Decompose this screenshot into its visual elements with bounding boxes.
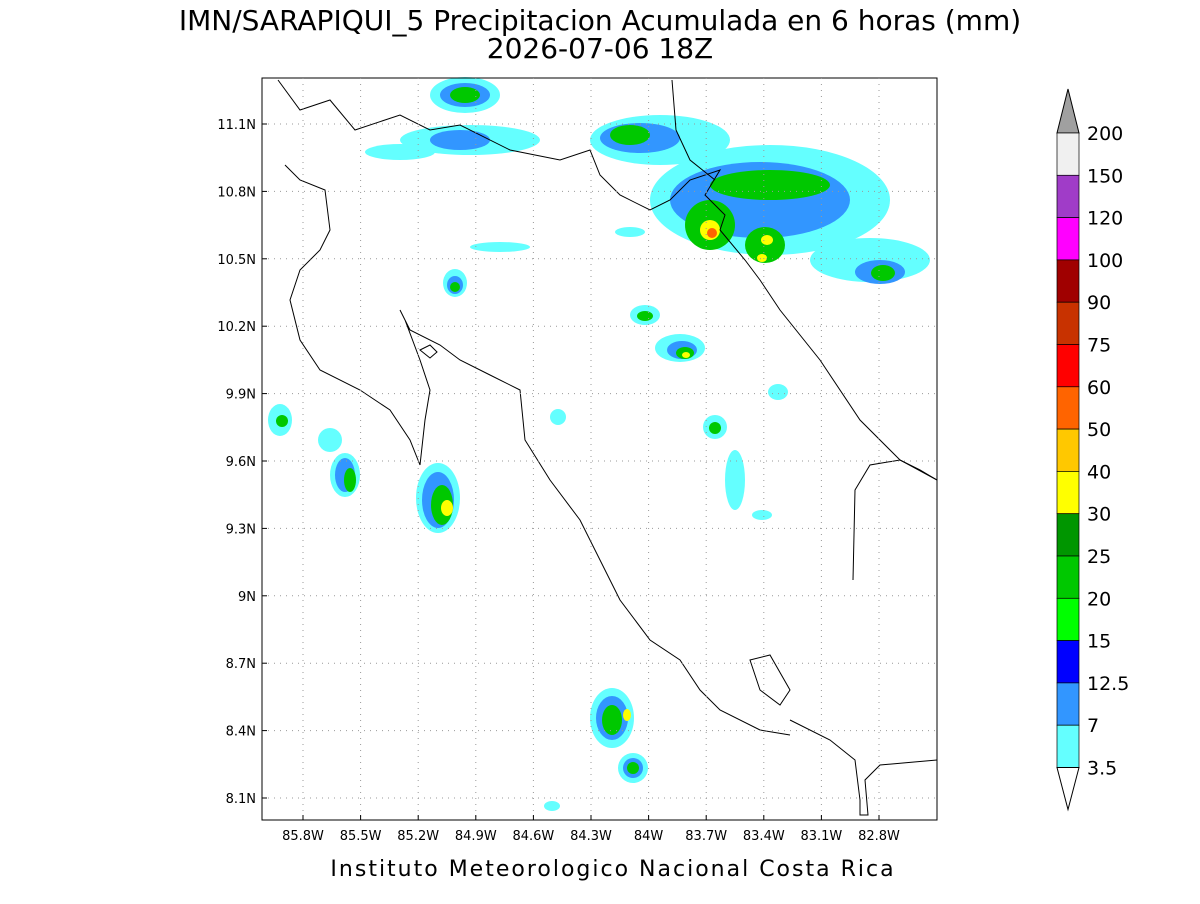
colorbar-box xyxy=(1056,344,1080,388)
colorbar-box xyxy=(1056,682,1080,726)
lat-label: 9N xyxy=(238,590,256,605)
colorbar-box xyxy=(1056,724,1080,768)
colorbar-label: 120 xyxy=(1087,208,1123,230)
colorbar-label: 50 xyxy=(1087,419,1111,441)
lon-label: 83.7W xyxy=(685,829,727,844)
colorbar-label: 15 xyxy=(1087,631,1111,653)
colorbar-label: 7 xyxy=(1087,715,1099,737)
colorbar-box xyxy=(1056,471,1080,515)
colorbar-box xyxy=(1056,513,1080,557)
colorbar-label: 75 xyxy=(1087,335,1111,357)
precip-field xyxy=(268,77,930,811)
colorbar-label: 25 xyxy=(1087,546,1111,568)
lon-label: 83.4W xyxy=(743,829,785,844)
colorbar-label: 100 xyxy=(1087,250,1123,272)
colorbar-box xyxy=(1056,555,1080,599)
colorbar-label: 30 xyxy=(1087,504,1111,526)
lat-label: 9.9N xyxy=(226,388,256,403)
lat-label: 9.3N xyxy=(226,522,256,537)
axes: 11.1N 10.8N 10.5N 10.2N 9.9N 9.6N 9.3N 9N 8.7N 8.… xyxy=(217,78,937,844)
lon-label: 85.8W xyxy=(282,829,324,844)
lat-label: 10.5N xyxy=(217,253,256,268)
lat-label: 8.1N xyxy=(226,792,256,807)
lon-label: 84.6W xyxy=(512,829,554,844)
colorbar-box xyxy=(1056,217,1080,261)
colorbar-label: 12.5 xyxy=(1087,673,1129,695)
colorbar-box xyxy=(1056,597,1080,641)
colorbar-box xyxy=(1056,174,1080,218)
coastlines xyxy=(277,79,938,816)
lat-label: 8.4N xyxy=(226,725,256,740)
colorbar-label: 200 xyxy=(1087,123,1123,145)
colorbar-box xyxy=(1056,132,1080,176)
lon-label: 82.8W xyxy=(858,829,900,844)
colorbar-label: 150 xyxy=(1087,165,1123,187)
colorbar-box xyxy=(1056,259,1080,303)
lon-label: 84.9W xyxy=(455,829,497,844)
title: IMN/SARAPIQUI_5 Precipitacion Acumulada … xyxy=(179,4,1021,37)
lon-label: 83.1W xyxy=(800,829,842,844)
colorbar-under xyxy=(1056,767,1080,812)
colorbar-label: 40 xyxy=(1087,461,1111,483)
colorbar-label: 20 xyxy=(1087,588,1111,610)
subtitle: 2026-07-06 18Z xyxy=(487,32,713,65)
colorbar-box xyxy=(1056,640,1080,684)
colorbar: 200 150 120 100 90 75 60 50 40 30 25 20 15 12.5 7 3.5 xyxy=(1056,88,1129,812)
lon-label: 84W xyxy=(634,829,664,844)
lon-label: 85.2W xyxy=(397,829,439,844)
lat-label: 8.7N xyxy=(226,657,256,672)
colorbar-label: 90 xyxy=(1087,292,1111,314)
footer: Instituto Meteorologico Nacional Costa R… xyxy=(330,857,895,882)
colorbar-label: 3.5 xyxy=(1087,758,1117,780)
colorbar-box xyxy=(1056,386,1080,430)
lon-label: 85.5W xyxy=(340,829,382,844)
lat-label: 9.6N xyxy=(226,455,256,470)
colorbar-box xyxy=(1056,428,1080,472)
lat-label: 11.1N xyxy=(217,118,256,133)
colorbar-label: 60 xyxy=(1087,377,1111,399)
map-frame xyxy=(261,77,938,821)
colorbar-box xyxy=(1056,301,1080,345)
lat-label: 10.2N xyxy=(217,320,256,335)
lon-label: 84.3W xyxy=(570,829,612,844)
lat-label: 10.8N xyxy=(217,185,256,200)
colorbar-over xyxy=(1056,88,1080,134)
